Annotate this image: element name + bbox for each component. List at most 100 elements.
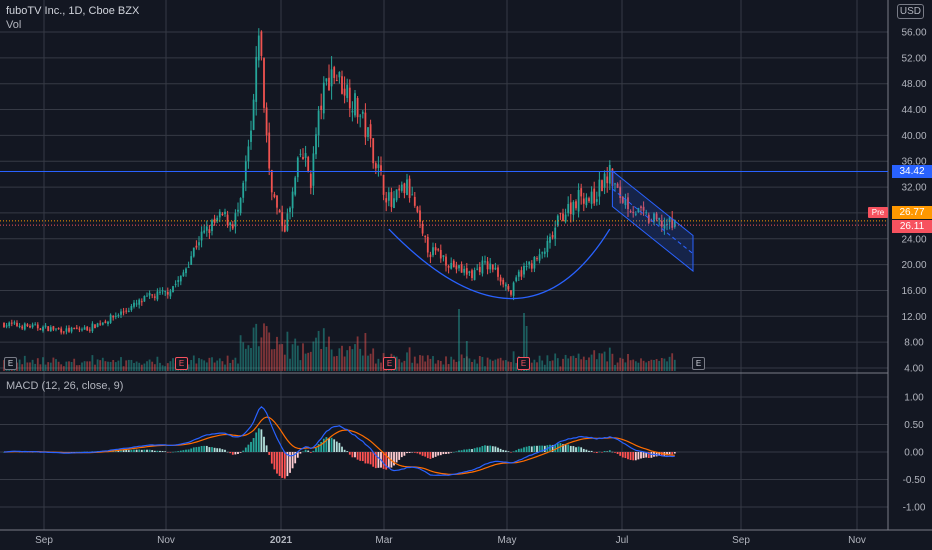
volume-bar [621, 358, 624, 371]
macd-histogram-bar [356, 452, 359, 460]
volume-bar [473, 359, 476, 371]
volume-bar [611, 353, 614, 371]
macd-histogram-bar [34, 451, 37, 453]
macd-histogram-bar [671, 452, 674, 455]
volume-bar [346, 350, 349, 371]
macd-histogram-bar [317, 443, 320, 452]
candle-body [273, 194, 276, 198]
macd-histogram-bar [478, 447, 481, 452]
volume-bar [465, 341, 468, 371]
candle-body [497, 267, 499, 277]
volume-bar [299, 360, 302, 371]
currency-button[interactable]: USD [896, 4, 924, 19]
time-axis-tick: Sep [35, 535, 53, 546]
macd-histogram-bar [325, 437, 328, 452]
candle-body [621, 196, 624, 203]
candle-body [31, 324, 34, 328]
candle-body [307, 157, 310, 172]
volume-bar [481, 356, 484, 371]
macd-histogram-bar [328, 438, 330, 452]
candle-body [5, 325, 8, 327]
chart-title: fuboTV Inc., 1D, Cboe BZX [6, 5, 140, 17]
volume-bar [169, 361, 172, 371]
candle-body [211, 220, 213, 232]
volume-bar [190, 359, 193, 371]
candle-body [114, 315, 117, 317]
volume-bar [330, 349, 333, 371]
candle-body [200, 231, 203, 241]
candle-body [57, 328, 60, 330]
candle-body [359, 115, 362, 117]
volume-bar [608, 347, 611, 371]
macd-histogram-bar [172, 451, 174, 453]
candle-body [491, 264, 494, 270]
macd-histogram-bar [161, 451, 164, 452]
macd-histogram-bar [499, 448, 502, 452]
macd-histogram-bar [432, 452, 434, 458]
macd-histogram-bar [234, 452, 237, 455]
volume-bar [322, 328, 325, 371]
candle-body [585, 197, 588, 206]
volume-bar [598, 353, 601, 371]
candle-body [47, 326, 50, 332]
volume-bar [478, 356, 481, 371]
price-axis-tick: 48.00 [901, 79, 926, 90]
volume-bar [86, 361, 89, 371]
volume-bar [317, 330, 320, 371]
candle-body [237, 209, 239, 212]
macd-histogram-bar [177, 451, 180, 452]
candle-body [78, 328, 81, 330]
macd-histogram-bar [541, 445, 544, 452]
macd-histogram-bar [494, 446, 497, 452]
macd-histogram-bar [312, 450, 315, 452]
earnings-marker[interactable]: E [517, 357, 530, 370]
candle-body [556, 215, 559, 226]
macd-histogram-bar [624, 452, 627, 459]
macd-histogram-bar [174, 451, 177, 453]
volume-bar [614, 364, 616, 371]
earnings-marker[interactable]: E [175, 357, 188, 370]
macd-histogram-bar [348, 452, 351, 455]
macd-histogram-bar [333, 439, 336, 452]
earnings-marker[interactable]: E [383, 357, 396, 370]
macd-histogram-bar [601, 452, 603, 453]
volume-bar [419, 355, 421, 371]
volume-bar [377, 358, 380, 371]
candle-body [159, 291, 161, 293]
volume-bar [125, 360, 128, 371]
candle-body [616, 183, 619, 188]
candle-body [39, 328, 42, 330]
volume-bar [356, 336, 359, 371]
volume-bar [31, 359, 34, 371]
candle-body [315, 134, 317, 155]
candle-body [291, 191, 294, 209]
price-axis-tick: 52.00 [901, 53, 926, 64]
candle-body [439, 249, 442, 259]
earnings-marker[interactable]: E [692, 357, 705, 370]
time-axis-tick: May [498, 535, 517, 546]
macd-histogram-bar [442, 452, 445, 455]
macd-histogram-bar [489, 445, 492, 452]
candle-body [546, 240, 549, 253]
volume-bar [281, 344, 284, 371]
volume-bar [270, 349, 273, 371]
volume-bar [663, 358, 666, 371]
time-axis-tick: Jul [616, 535, 629, 546]
candle-body [312, 153, 315, 186]
volume-bar [536, 362, 538, 371]
volume-bar [343, 356, 346, 371]
candle-body [260, 31, 263, 56]
volume-bar [484, 366, 486, 371]
volume-bar [29, 362, 31, 371]
candle-body [525, 266, 528, 268]
candle-body [473, 270, 476, 280]
macd-histogram-bar [195, 447, 198, 452]
macd-histogram-bar [520, 448, 523, 452]
macd-histogram-bar [606, 451, 609, 452]
volume-bar [294, 338, 297, 371]
macd-histogram-bar [447, 452, 450, 454]
volume-bar [211, 357, 213, 371]
earnings-marker[interactable]: E [4, 357, 17, 370]
macd-histogram-bar [569, 445, 572, 452]
